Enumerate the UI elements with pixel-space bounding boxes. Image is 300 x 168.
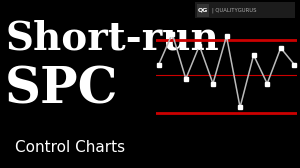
Text: QG: QG <box>198 8 208 12</box>
FancyBboxPatch shape <box>197 4 209 17</box>
Text: | QUALITYGURUS: | QUALITYGURUS <box>212 7 256 13</box>
FancyBboxPatch shape <box>195 2 295 18</box>
Text: Control Charts: Control Charts <box>15 140 125 155</box>
Text: SPC: SPC <box>5 66 118 115</box>
Text: Short-run: Short-run <box>5 20 219 58</box>
